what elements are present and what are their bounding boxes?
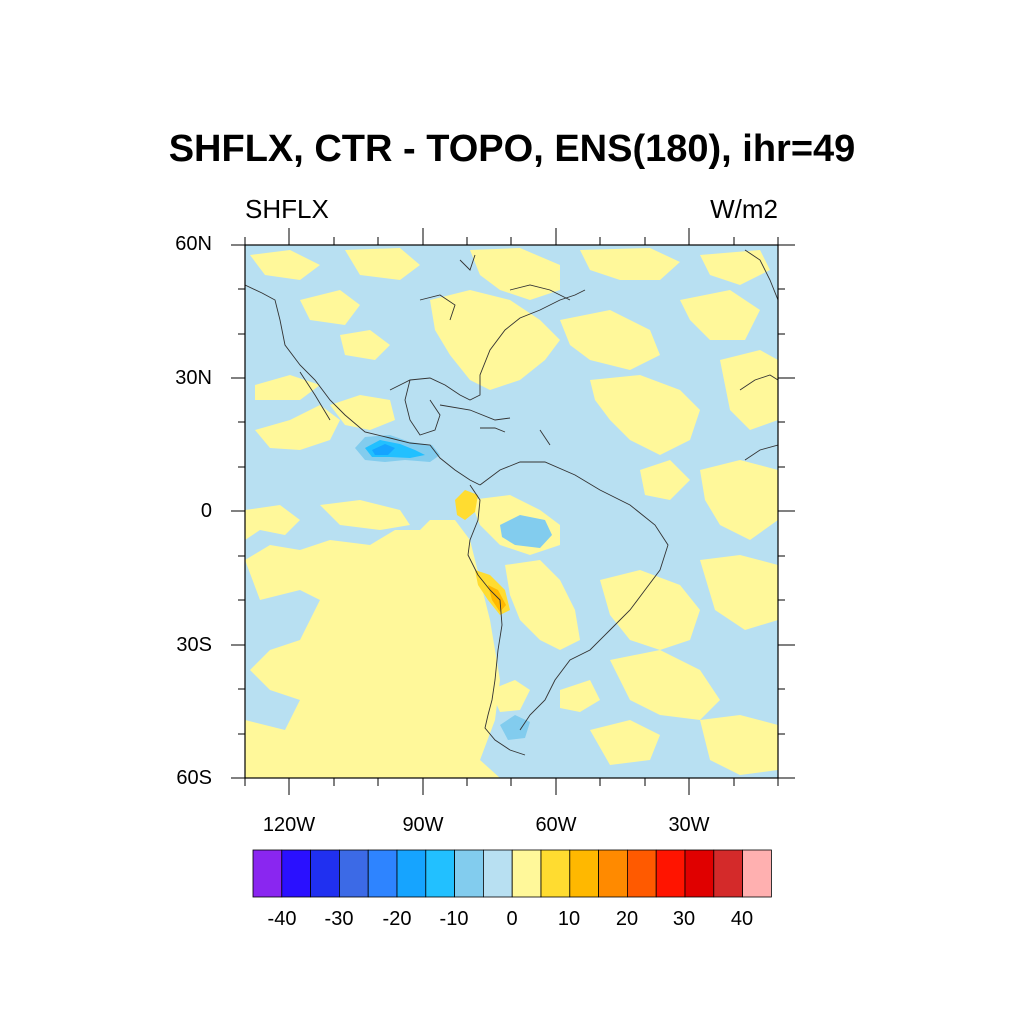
colorbar-box <box>338 849 369 898</box>
colorbar-box <box>627 849 657 898</box>
colorbar-box <box>367 849 398 898</box>
colorbar-box <box>569 849 599 898</box>
axis-ticks <box>231 228 795 795</box>
colorbar-tick-label: 40 <box>730 908 754 930</box>
colorbar-box <box>598 849 628 898</box>
colorbar-box <box>540 849 571 898</box>
colorbar-box <box>482 849 513 898</box>
units-label: W/m2 <box>710 194 778 224</box>
colorbar <box>252 849 772 898</box>
colorbar-box <box>310 849 340 898</box>
colorbar-box <box>713 849 743 898</box>
lat-label-30s: 30S <box>176 634 212 656</box>
lon-label-120w: 120W <box>262 814 316 836</box>
lat-label-30n: 30N <box>175 367 212 389</box>
colorbar-tick-label: -30 <box>324 908 354 930</box>
negative-anomaly-regions <box>355 435 552 740</box>
colorbar-tick-label: -40 <box>267 908 297 930</box>
variable-label: SHFLX <box>245 194 329 224</box>
coastlines <box>245 249 778 756</box>
lon-label-60w: 60W <box>535 814 577 836</box>
lat-label-60n: 60N <box>175 233 212 255</box>
colorbar-tick-label: 30 <box>672 908 696 930</box>
colorbar-box <box>684 849 715 898</box>
colorbar-box <box>252 849 283 898</box>
colorbar-box <box>742 849 772 898</box>
colorbar-tick-label: -10 <box>439 908 469 930</box>
colorbar-box <box>281 849 311 898</box>
colorbar-box <box>425 849 455 898</box>
colorbar-tick-label: 10 <box>557 908 581 930</box>
lat-label-60s: 60S <box>176 767 212 789</box>
colorbar-box <box>396 849 427 898</box>
colorbar-tick-label: 20 <box>615 908 639 930</box>
lon-label-90w: 90W <box>402 814 444 836</box>
positive-anomaly-regions <box>245 248 778 778</box>
colorbar-tick-label: -20 <box>382 908 412 930</box>
map-panel <box>245 245 778 778</box>
colorbar-box <box>511 849 542 898</box>
colorbar-box <box>454 849 484 898</box>
plot-title: SHFLX, CTR - TOPO, ENS(180), ihr=49 <box>168 128 856 170</box>
lon-label-30w: 30W <box>668 814 710 836</box>
lat-label-0: 0 <box>200 500 212 522</box>
colorbar-box <box>655 849 686 898</box>
colorbar-tick-label: 0 <box>506 908 518 930</box>
